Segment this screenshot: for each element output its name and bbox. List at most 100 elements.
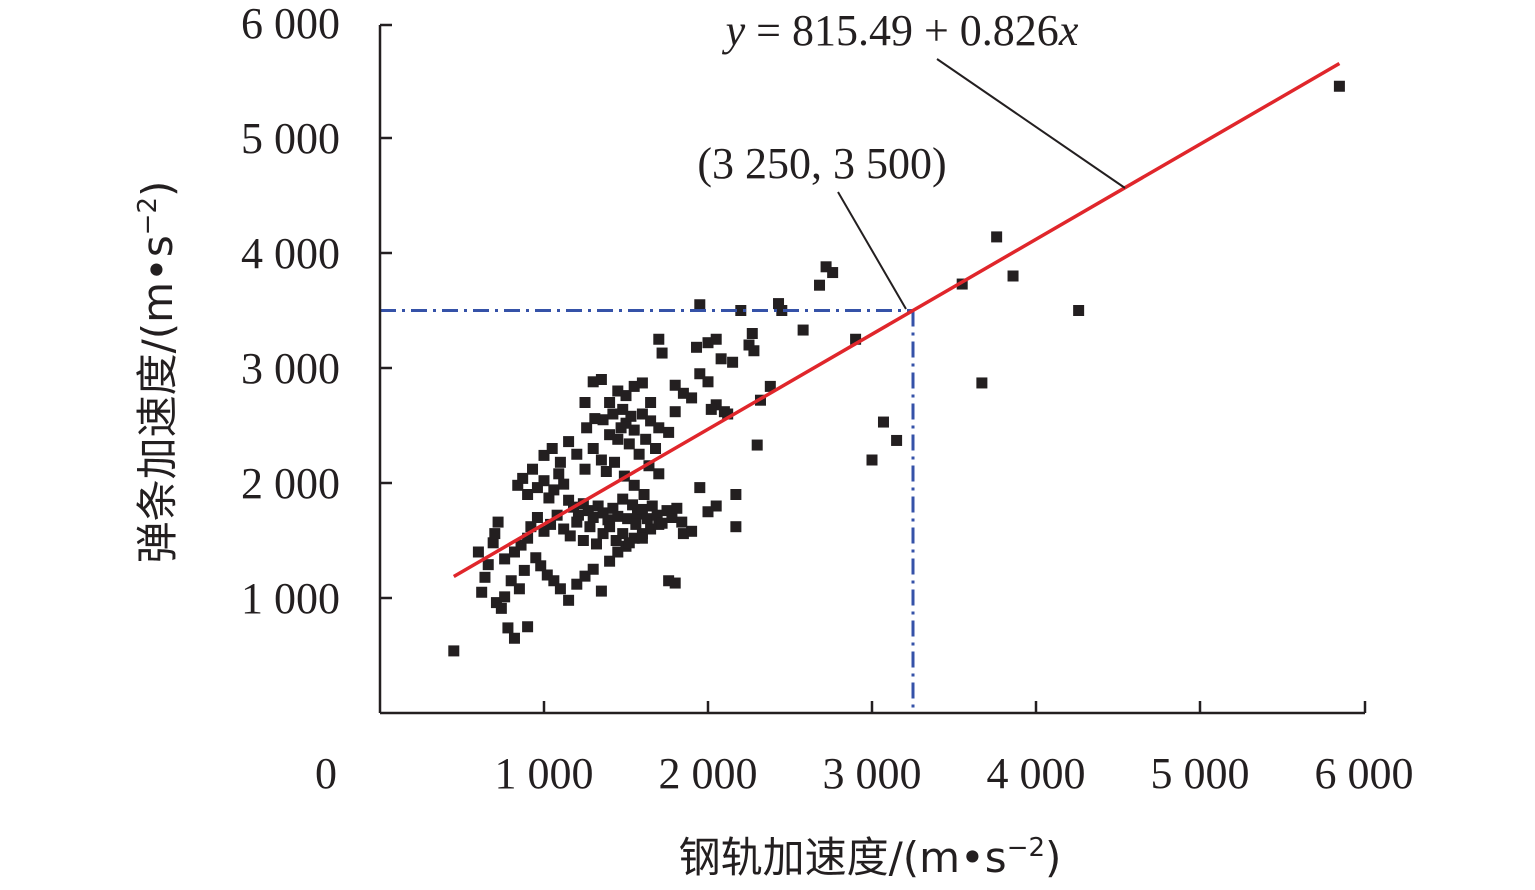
y-axis-title: 弹条加速度/(m•s−2): [133, 181, 182, 564]
data-point: [448, 645, 460, 657]
data-point: [604, 397, 616, 408]
data-point: [622, 513, 634, 525]
data-point: [636, 377, 648, 389]
data-point: [617, 493, 629, 505]
data-point: [592, 500, 604, 512]
y-axis-title-close: ): [133, 181, 182, 197]
data-point: [820, 261, 832, 273]
x-axis-title-close: ): [1045, 833, 1061, 882]
data-point: [653, 422, 665, 434]
data-point: [584, 521, 596, 533]
data-point: [628, 380, 640, 392]
data-point: [743, 339, 755, 351]
data-point: [563, 436, 575, 448]
data-point: [564, 530, 576, 542]
data-point: [705, 403, 717, 415]
data-point: [546, 443, 558, 454]
data-point: [538, 525, 550, 537]
data-point: [607, 502, 619, 514]
data-point: [866, 454, 878, 466]
data-point: [563, 594, 575, 606]
y-tick-label: 3 000: [241, 344, 340, 393]
fit-line-group: [452, 62, 1341, 578]
data-point: [597, 528, 609, 540]
data-point: [850, 333, 862, 345]
data-point: [571, 448, 583, 460]
reference-point-label: (3 250, 3 500): [697, 139, 946, 188]
data-point: [735, 305, 747, 316]
data-point: [727, 356, 739, 368]
data-point: [531, 482, 543, 494]
data-point: [663, 575, 675, 587]
data-point: [671, 502, 683, 514]
data-point: [730, 521, 742, 533]
data-point: [764, 380, 776, 392]
data-point: [623, 537, 635, 549]
data-point: [558, 478, 570, 490]
data-point: [508, 546, 520, 558]
data-point: [490, 597, 502, 609]
data-point: [877, 416, 889, 428]
data-point: [643, 460, 655, 472]
data-point: [581, 422, 593, 434]
data-point: [577, 535, 589, 546]
data-point: [589, 413, 601, 425]
data-point: [656, 517, 668, 529]
reference-leader-line: [837, 191, 907, 310]
data-point: [508, 632, 520, 644]
y-axis-title-sup: −2: [133, 197, 163, 235]
data-point: [669, 379, 681, 391]
data-point: [891, 434, 903, 446]
data-point: [702, 506, 714, 518]
data-point: [628, 424, 640, 436]
data-point: [666, 512, 678, 523]
data-point: [612, 385, 624, 397]
data-point: [502, 622, 514, 634]
data-points: [448, 80, 1345, 657]
data-point: [571, 578, 583, 590]
data-point: [956, 278, 968, 290]
equation-leader-line: [936, 58, 1126, 189]
data-point: [517, 472, 529, 484]
y-tick-label: 6 000: [241, 0, 340, 48]
data-point: [676, 516, 688, 528]
data-point: [628, 479, 640, 491]
data-point: [538, 449, 550, 461]
data-point: [710, 333, 722, 345]
equation-body: = 815.49 + 0.826: [745, 6, 1059, 55]
data-point: [645, 415, 657, 427]
data-point: [482, 559, 494, 571]
data-point: [487, 537, 499, 549]
data-point: [991, 231, 1003, 243]
data-point: [590, 538, 602, 550]
x-tick-label: 1 000: [495, 749, 594, 798]
data-point: [623, 438, 635, 450]
data-point: [1007, 270, 1019, 282]
data-point: [595, 374, 607, 385]
data-point: [595, 454, 607, 466]
data-point: [472, 546, 484, 558]
x-tick-label: 4 000: [987, 749, 1086, 798]
data-point: [554, 456, 566, 468]
data-point: [543, 492, 555, 504]
data-point: [751, 439, 763, 451]
data-point: [612, 433, 624, 445]
data-point: [715, 353, 727, 365]
data-point: [535, 560, 547, 572]
x-axis-title-sup: −2: [1007, 833, 1045, 863]
data-point: [633, 448, 645, 460]
data-point: [653, 333, 665, 345]
data-point: [625, 410, 637, 422]
data-point: [612, 510, 624, 522]
data-point: [512, 479, 524, 491]
data-point: [499, 553, 511, 565]
data-point: [587, 443, 599, 454]
data-point: [663, 426, 675, 438]
axes: [378, 23, 1367, 715]
data-point: [604, 429, 616, 441]
data-point: [489, 528, 501, 540]
data-point: [646, 500, 658, 512]
data-point: [579, 397, 591, 408]
data-point: [638, 489, 650, 500]
data-point: [656, 347, 668, 359]
